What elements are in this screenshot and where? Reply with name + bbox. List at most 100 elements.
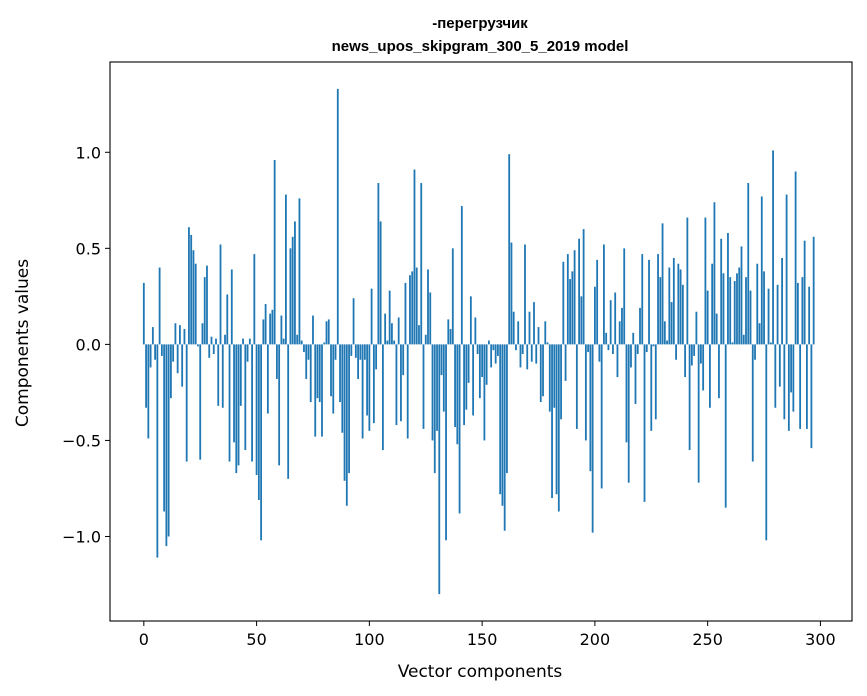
bar — [359, 344, 362, 360]
bar — [641, 254, 644, 345]
bar — [740, 246, 743, 345]
bar — [754, 344, 756, 360]
bar — [476, 344, 479, 354]
bar — [643, 344, 646, 502]
bar — [325, 321, 328, 345]
bar — [776, 284, 779, 345]
bar — [411, 271, 414, 345]
bar — [467, 344, 470, 383]
bar — [300, 340, 303, 345]
bar — [352, 298, 355, 345]
bar — [718, 344, 720, 399]
bar — [228, 344, 231, 462]
bar — [487, 340, 490, 345]
bar — [370, 288, 373, 345]
bar — [632, 332, 635, 345]
bar — [745, 277, 747, 345]
bar — [458, 344, 461, 514]
bar — [542, 344, 544, 397]
bar — [648, 259, 650, 345]
x-tick-label: 200 — [580, 630, 611, 649]
bar — [738, 267, 741, 345]
bar — [145, 344, 147, 408]
bar — [246, 344, 249, 362]
bar — [521, 344, 524, 354]
bar — [810, 344, 813, 449]
bar — [812, 236, 815, 345]
bar — [733, 280, 736, 345]
bar — [720, 238, 723, 345]
bar — [672, 257, 675, 345]
bar — [533, 302, 535, 345]
x-tick-label: 0 — [139, 630, 149, 649]
bar — [282, 338, 285, 345]
bar — [255, 344, 258, 476]
bar — [296, 334, 299, 345]
bar — [478, 344, 481, 399]
bar — [456, 344, 459, 445]
bar — [395, 344, 398, 426]
bar — [575, 344, 578, 429]
bar — [684, 344, 687, 378]
bar — [593, 286, 596, 345]
y-tick-label: 0.5 — [76, 239, 101, 258]
bar — [185, 344, 188, 462]
bar — [391, 323, 393, 345]
bar — [659, 277, 662, 345]
bar — [269, 313, 272, 345]
bar — [627, 344, 630, 483]
bar — [742, 334, 745, 345]
bar — [727, 232, 729, 345]
bar — [287, 344, 290, 479]
bar — [323, 342, 326, 345]
bar — [677, 263, 680, 345]
bar — [230, 269, 233, 345]
bar — [760, 196, 763, 345]
bar — [731, 342, 734, 345]
bar — [499, 344, 502, 495]
bar — [722, 273, 725, 345]
bar — [206, 265, 208, 345]
bar — [519, 344, 522, 368]
x-tick-label: 50 — [246, 630, 266, 649]
bar — [481, 344, 484, 378]
bar — [492, 344, 495, 351]
bar — [194, 263, 197, 345]
bar — [183, 329, 186, 345]
bar — [151, 327, 154, 345]
bar — [724, 344, 727, 508]
bar — [298, 198, 301, 345]
bar — [427, 269, 429, 345]
y-tick-label: 1.0 — [76, 143, 101, 162]
bar — [345, 344, 348, 506]
bar — [729, 277, 732, 345]
y-axis-label: Components values — [13, 259, 33, 427]
bar — [616, 344, 619, 378]
bar — [384, 313, 387, 345]
bar — [769, 342, 772, 345]
bar — [787, 344, 790, 431]
bar — [167, 344, 170, 537]
bar — [226, 294, 229, 345]
bar — [537, 327, 540, 345]
bar — [393, 340, 396, 345]
x-axis-label: Vector components — [398, 662, 563, 682]
bar — [307, 344, 310, 360]
bar — [515, 344, 517, 351]
bar — [379, 221, 382, 345]
bar — [215, 338, 217, 345]
bar — [422, 344, 425, 429]
bar — [634, 344, 637, 404]
bar — [510, 242, 513, 345]
bar — [555, 344, 558, 495]
bar — [517, 321, 520, 345]
bar — [778, 344, 781, 387]
bar — [266, 344, 269, 414]
bar — [711, 263, 714, 345]
bar — [264, 304, 267, 345]
bar — [582, 229, 585, 345]
bar — [316, 344, 319, 399]
bar — [260, 344, 263, 541]
bar — [237, 344, 240, 466]
bar — [790, 344, 793, 393]
